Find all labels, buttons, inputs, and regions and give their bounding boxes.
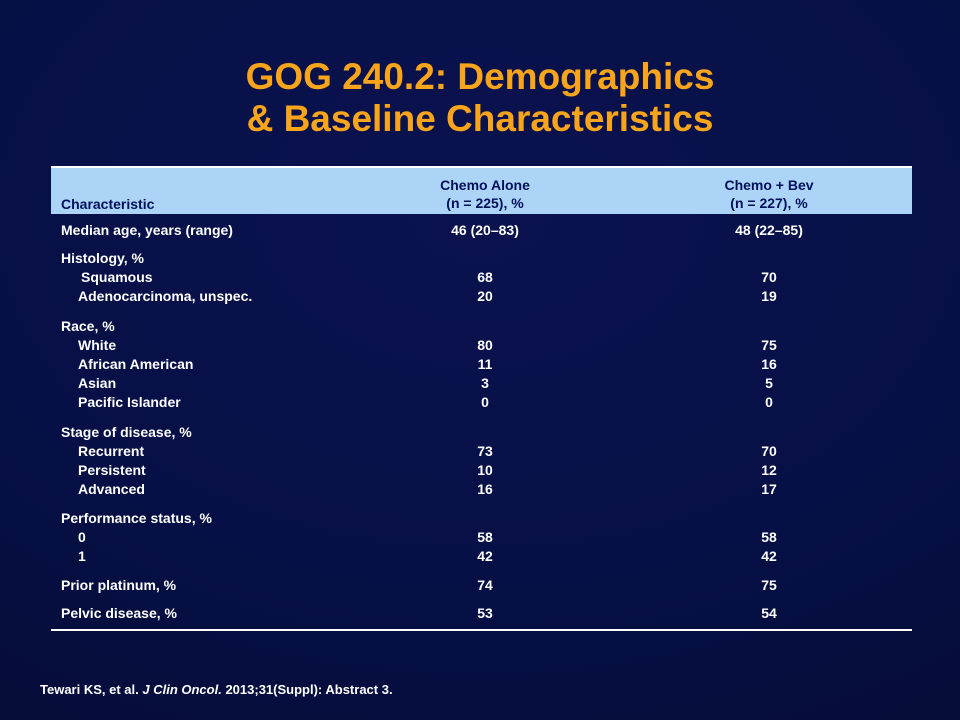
row-label: Median age, years (range) [61,222,233,238]
row-label: Advanced [78,481,145,497]
row-value-chemo-bev: 0 [765,394,773,410]
row-value-chemo-alone: 74 [477,577,493,593]
row-label: Asian [78,375,117,391]
row-label: Persistent [78,462,146,478]
row-value-chemo-bev: 5 [765,375,773,391]
table-row-group-heading: Histology, % [51,249,912,268]
row-label: Performance status, % [61,510,212,526]
row-label: Squamous [81,269,153,285]
header-chemo-bev-line2: (n = 227), % [730,195,808,211]
row-value-chemo-bev: 12 [761,462,777,478]
row-value-chemo-bev: 70 [761,443,777,459]
demographics-table: Characteristic Chemo Alone (n = 225), % … [51,166,912,631]
row-label: Pacific Islander [78,394,181,410]
table-row: Persistent 10 12 [51,461,912,480]
table-row-group-heading: Race, % [51,317,912,336]
table-row: Adenocarcinoma, unspec. 20 19 [51,287,912,306]
row-value-chemo-alone: 11 [477,356,493,372]
row-label: Histology, % [61,250,144,266]
citation-authors: Tewari KS, et al. [40,682,143,697]
row-value-chemo-alone: 0 [481,394,489,410]
table-row: Median age, years (range) 46 (20–83) 48 … [51,221,912,240]
row-value-chemo-bev: 54 [761,605,777,621]
row-label: 1 [78,548,86,564]
citation-details: 2013;31(Suppl): Abstract 3. [221,682,393,697]
row-value-chemo-alone: 46 (20–83) [451,222,519,238]
row-value-chemo-bev: 70 [761,269,777,285]
table-row-group-heading: Performance status, % [51,509,912,528]
citation-journal: J Clin Oncol. [142,682,222,697]
title-line-1: GOG 240.2: Demographics [245,56,715,97]
table-row: Asian 3 5 [51,374,912,393]
row-value-chemo-bev: 58 [761,529,777,545]
table-row: 1 42 42 [51,547,912,566]
table-row: White 80 75 [51,336,912,355]
row-label: Prior platinum, % [61,577,177,593]
row-value-chemo-alone: 68 [477,269,493,285]
table-header: Characteristic Chemo Alone (n = 225), % … [51,166,912,214]
row-value-chemo-bev: 17 [761,481,777,497]
table-row: Pacific Islander 0 0 [51,393,912,412]
table-row: Pelvic disease, % 53 54 [51,604,912,623]
row-label: Pelvic disease, % [61,605,177,621]
table-row-group-heading: Stage of disease, % [51,423,912,442]
row-label: 0 [78,529,86,545]
header-chemo-bev-line1: Chemo + Bev [724,177,814,193]
header-chemo-alone-line1: Chemo Alone [440,177,530,193]
row-label: African American [78,356,194,372]
table-row: Squamous 68 70 [51,268,912,287]
row-label: Race, % [61,318,115,334]
table-row: 0 58 58 [51,528,912,547]
header-chemo-alone: Chemo Alone (n = 225), % [365,176,605,212]
row-label: Recurrent [78,443,145,459]
table-row: Advanced 16 17 [51,480,912,499]
row-value-chemo-alone: 53 [477,605,493,621]
row-value-chemo-bev: 19 [761,288,777,304]
header-chemo-bev: Chemo + Bev (n = 227), % [649,176,889,212]
row-label: White [78,337,117,353]
citation: Tewari KS, et al. J Clin Oncol. 2013;31(… [40,682,393,697]
row-value-chemo-alone: 58 [477,529,493,545]
row-value-chemo-bev: 75 [761,337,777,353]
row-value-chemo-alone: 73 [477,443,493,459]
row-label: Stage of disease, % [61,424,192,440]
header-characteristic: Characteristic [61,196,155,212]
row-value-chemo-alone: 42 [477,548,493,564]
table-row: Recurrent 73 70 [51,442,912,461]
row-value-chemo-bev: 48 (22–85) [735,222,803,238]
row-value-chemo-alone: 80 [477,337,493,353]
header-chemo-alone-line2: (n = 225), % [446,195,524,211]
row-label: Adenocarcinoma, unspec. [78,288,253,304]
row-value-chemo-alone: 20 [477,288,493,304]
row-value-chemo-alone: 10 [477,462,493,478]
row-value-chemo-bev: 16 [761,356,777,372]
row-value-chemo-bev: 75 [761,577,777,593]
title-line-2: & Baseline Characteristics [246,98,714,139]
row-value-chemo-alone: 3 [481,375,489,391]
table-row: African American 11 16 [51,355,912,374]
row-value-chemo-bev: 42 [761,548,777,564]
row-value-chemo-alone: 16 [477,481,493,497]
table-row: Prior platinum, % 74 75 [51,576,912,595]
slide-title: GOG 240.2: Demographics & Baseline Chara… [0,56,960,140]
table-body: Median age, years (range) 46 (20–83) 48 … [51,214,912,631]
